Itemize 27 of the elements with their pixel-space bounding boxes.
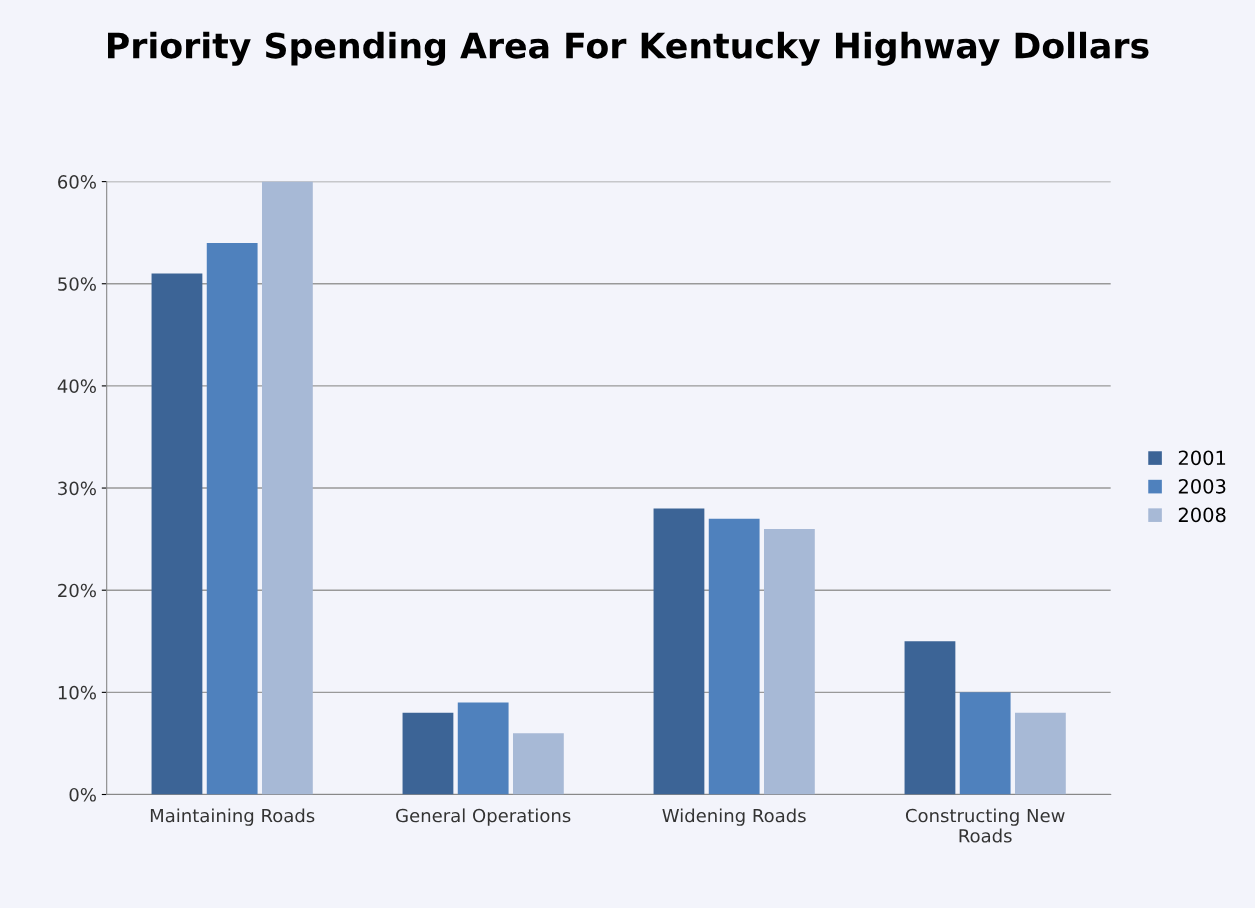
y-tick-label: 0%	[69, 787, 96, 802]
y-tick-label: 20%	[58, 583, 96, 598]
bar	[1014, 712, 1066, 795]
x-tick-label: General Operations	[396, 808, 571, 826]
legend-label: 2001	[1178, 450, 1226, 466]
bar	[512, 733, 564, 795]
bar	[959, 692, 1011, 795]
bar	[904, 641, 956, 795]
y-tick-label: 60%	[58, 175, 96, 189]
bar	[261, 181, 313, 795]
bar	[402, 712, 454, 795]
legend-label: 2008	[1178, 507, 1226, 523]
y-tick-label: 10%	[58, 685, 96, 700]
y-tick-label: 40%	[57, 379, 96, 394]
x-tick-label: Maintaining Roads	[150, 808, 315, 826]
legend-label: 2003	[1178, 478, 1226, 494]
x-tick-label: Constructing New Roads	[905, 808, 1065, 843]
bar	[457, 702, 509, 795]
y-tick-label: 30%	[58, 481, 96, 496]
bar	[763, 528, 815, 795]
bar	[206, 242, 258, 795]
bar	[653, 508, 705, 795]
y-tick-label: 50%	[58, 277, 96, 291]
chart-title: Priority Spending Area For Kentucky Highway Dollars	[108, 31, 1149, 66]
bar	[708, 518, 760, 795]
x-tick-label: Widening Roads	[662, 808, 806, 826]
bar	[151, 273, 203, 795]
